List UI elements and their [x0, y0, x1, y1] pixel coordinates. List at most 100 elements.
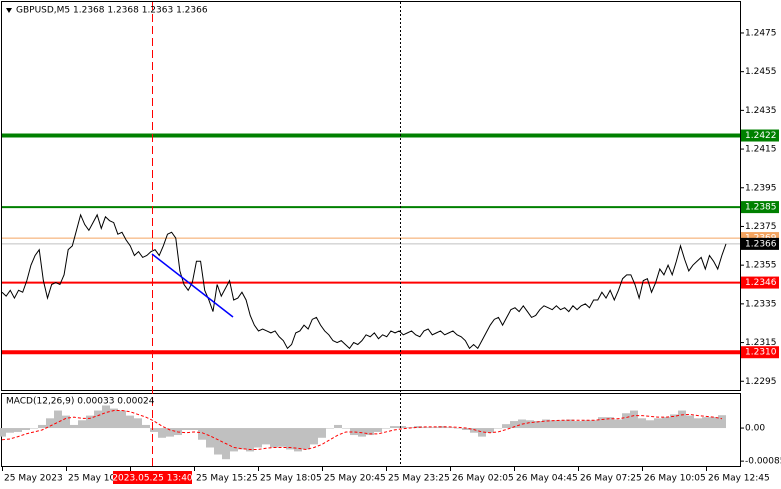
macd-bar [150, 428, 158, 432]
macd-bar [678, 410, 686, 429]
macd-bar [102, 405, 110, 429]
macd-layer [0, 405, 726, 460]
macd-bar [382, 428, 390, 429]
macd-bar [710, 417, 718, 429]
macd-bar [0, 428, 6, 437]
x-tick-label: 25 May 18:05 [260, 474, 322, 484]
x-tick-label: 26 May 07:25 [580, 474, 642, 484]
macd-bar [230, 428, 238, 452]
macd-bar [182, 428, 190, 430]
x-tick-label: 26 May 04:45 [516, 474, 578, 484]
macd-bar [326, 428, 334, 429]
macd-bar [654, 418, 662, 429]
macd-title: MACD(12,26,9) 0.00033 0.00024 [6, 397, 155, 407]
macd-bar [718, 415, 726, 429]
y-tick-label: 0.00 [745, 424, 765, 434]
macd-bar [462, 428, 470, 430]
macd-bar [446, 427, 454, 429]
macd-bar [438, 426, 446, 429]
price-label: 1.2310 [745, 348, 777, 358]
macd-bar [286, 428, 294, 450]
menu-arrow [6, 8, 12, 13]
macd-bar [550, 420, 558, 429]
macd-bar [606, 417, 614, 429]
macd-bar [558, 420, 566, 429]
macd-bar [318, 428, 326, 438]
macd-bar [278, 428, 286, 447]
y-tick-label: 1.2415 [745, 145, 777, 155]
macd-bar [430, 427, 438, 429]
y-tick-label: 1.2455 [745, 67, 777, 77]
macd-bar [638, 418, 646, 429]
y-tick-label: 1.2295 [745, 377, 777, 387]
macd-bar [206, 428, 214, 448]
x-tick-label: 25 May 15:25 [196, 474, 258, 484]
macd-bar [566, 419, 574, 429]
y-tick-label: 1.2475 [745, 28, 777, 38]
macd-bar [6, 428, 14, 433]
macd-bar [390, 426, 398, 429]
main-panel-frame [1, 1, 741, 391]
price-line [1, 213, 727, 350]
y-tick-label: 1.2375 [745, 222, 777, 232]
macd-bar [662, 417, 670, 429]
macd-bar [270, 428, 278, 448]
macd-bar [502, 424, 510, 429]
macd-bar [614, 419, 622, 429]
macd-bar [422, 427, 430, 429]
price-label-box [741, 346, 779, 359]
macd-bar [534, 421, 542, 429]
macd-bar [334, 424, 342, 429]
macd-bar [22, 428, 30, 430]
macd-bar [670, 414, 678, 429]
levels-layer [2, 133, 740, 355]
macd-bar [70, 424, 78, 429]
macd-bar [46, 418, 54, 429]
macd-bar [630, 410, 638, 429]
macd-bar [14, 428, 22, 432]
macd-bar [158, 428, 166, 438]
macd-bar [62, 415, 70, 429]
macd-bar [30, 428, 38, 429]
price-layer [1, 213, 727, 350]
time-marker-box [113, 471, 192, 484]
macd-bar [542, 419, 550, 429]
x-tick-label: 26 May 12:45 [708, 474, 770, 484]
macd-bar [526, 420, 534, 429]
x-tick-label: 26 May 10:05 [644, 474, 706, 484]
price-label: 1.2385 [745, 203, 777, 213]
y-tick-label: 1.2435 [745, 106, 777, 116]
macd-bar [486, 428, 494, 433]
y-tick-label: 1.2395 [745, 183, 777, 193]
macd-bar [374, 428, 382, 432]
macd-bar [598, 417, 606, 429]
macd-bar [478, 428, 486, 437]
macd-bar [494, 428, 502, 429]
macd-bar [366, 428, 374, 436]
macd-bar [686, 415, 694, 429]
macd-bar [166, 428, 174, 437]
time-marker-label: 2023.05.25 13:40 [112, 474, 193, 484]
macd-bar [398, 426, 406, 429]
trend-line [151, 253, 234, 318]
macd-bar [38, 424, 46, 429]
macd-bar [54, 410, 62, 429]
macd-bar [110, 408, 118, 429]
macd-bar [86, 415, 94, 429]
x-tick-label: 25 May 23:25 [388, 474, 450, 484]
macd-bar [198, 428, 206, 440]
macd-bar [310, 428, 318, 445]
y-tick-label: 1.2335 [745, 299, 777, 309]
macd-bar [702, 417, 710, 429]
macd-bar [246, 428, 254, 452]
signal-line [1, 410, 723, 450]
y-tick-label: -0.00085 [745, 457, 781, 467]
price-label-box [741, 201, 779, 214]
macd-bar [574, 421, 582, 429]
macd-bar [454, 428, 462, 429]
macd-bar [94, 410, 102, 429]
chart-title: GBPUSD,M5 1.2368 1.2368 1.2363 1.2366 [16, 6, 208, 16]
macd-bar [622, 413, 630, 429]
